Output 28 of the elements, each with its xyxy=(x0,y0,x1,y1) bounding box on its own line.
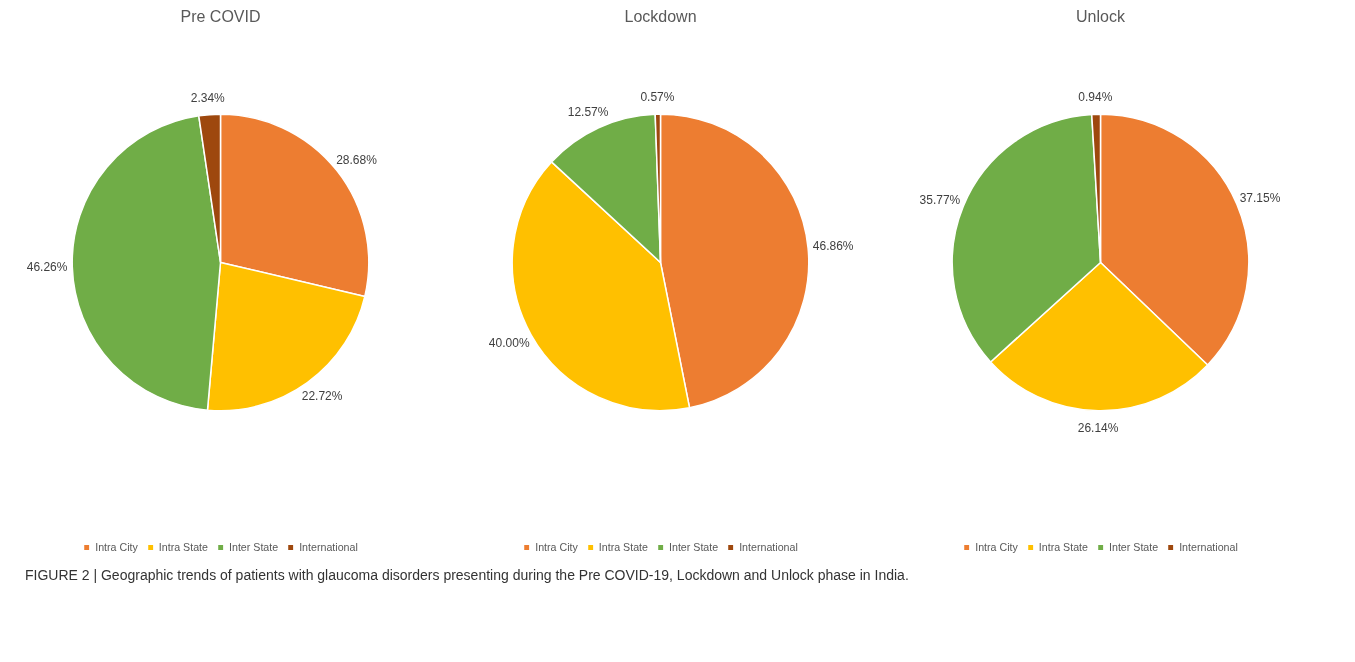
legend-label: Intra State xyxy=(158,541,208,553)
data-label: 37.15% xyxy=(1239,190,1281,205)
data-label: 0.94% xyxy=(1078,90,1113,105)
data-label: 0.57% xyxy=(640,90,675,105)
chart-title: Lockdown xyxy=(624,7,697,25)
legend-label: Intra City xyxy=(975,541,1018,553)
legend-label: Intra State xyxy=(598,541,648,553)
data-label: 35.77% xyxy=(919,192,961,207)
legend-label: International xyxy=(1179,541,1238,553)
legend-label: Intra City xyxy=(95,541,138,553)
legend-label: Inter State xyxy=(1108,541,1159,553)
data-label: 2.34% xyxy=(190,90,226,105)
data-label: 22.72% xyxy=(301,389,343,404)
data-label: 28.68% xyxy=(336,152,378,167)
legend-label: International xyxy=(739,541,798,553)
legend-label: International xyxy=(299,541,358,553)
legend-label: Intra State xyxy=(1038,541,1088,553)
legend-label: Intra City xyxy=(535,541,578,553)
data-label: 26.14% xyxy=(1077,420,1119,435)
data-label: 12.57% xyxy=(567,105,609,120)
legend-label: Inter State xyxy=(668,541,719,553)
legend-label: Inter State xyxy=(228,541,279,553)
data-label: 46.86% xyxy=(812,239,854,254)
caption: FIGURE 2 | Geographic trends of patients with glaucoma disorders presenting during the Pre COVID-19, Lockdown and Unlock phase in India. xyxy=(25,566,909,585)
chart-title: Unlock xyxy=(1076,7,1126,25)
chart-title: Pre COVID xyxy=(180,7,261,25)
data-label: 46.26% xyxy=(26,260,68,275)
data-label: 40.00% xyxy=(488,336,530,351)
